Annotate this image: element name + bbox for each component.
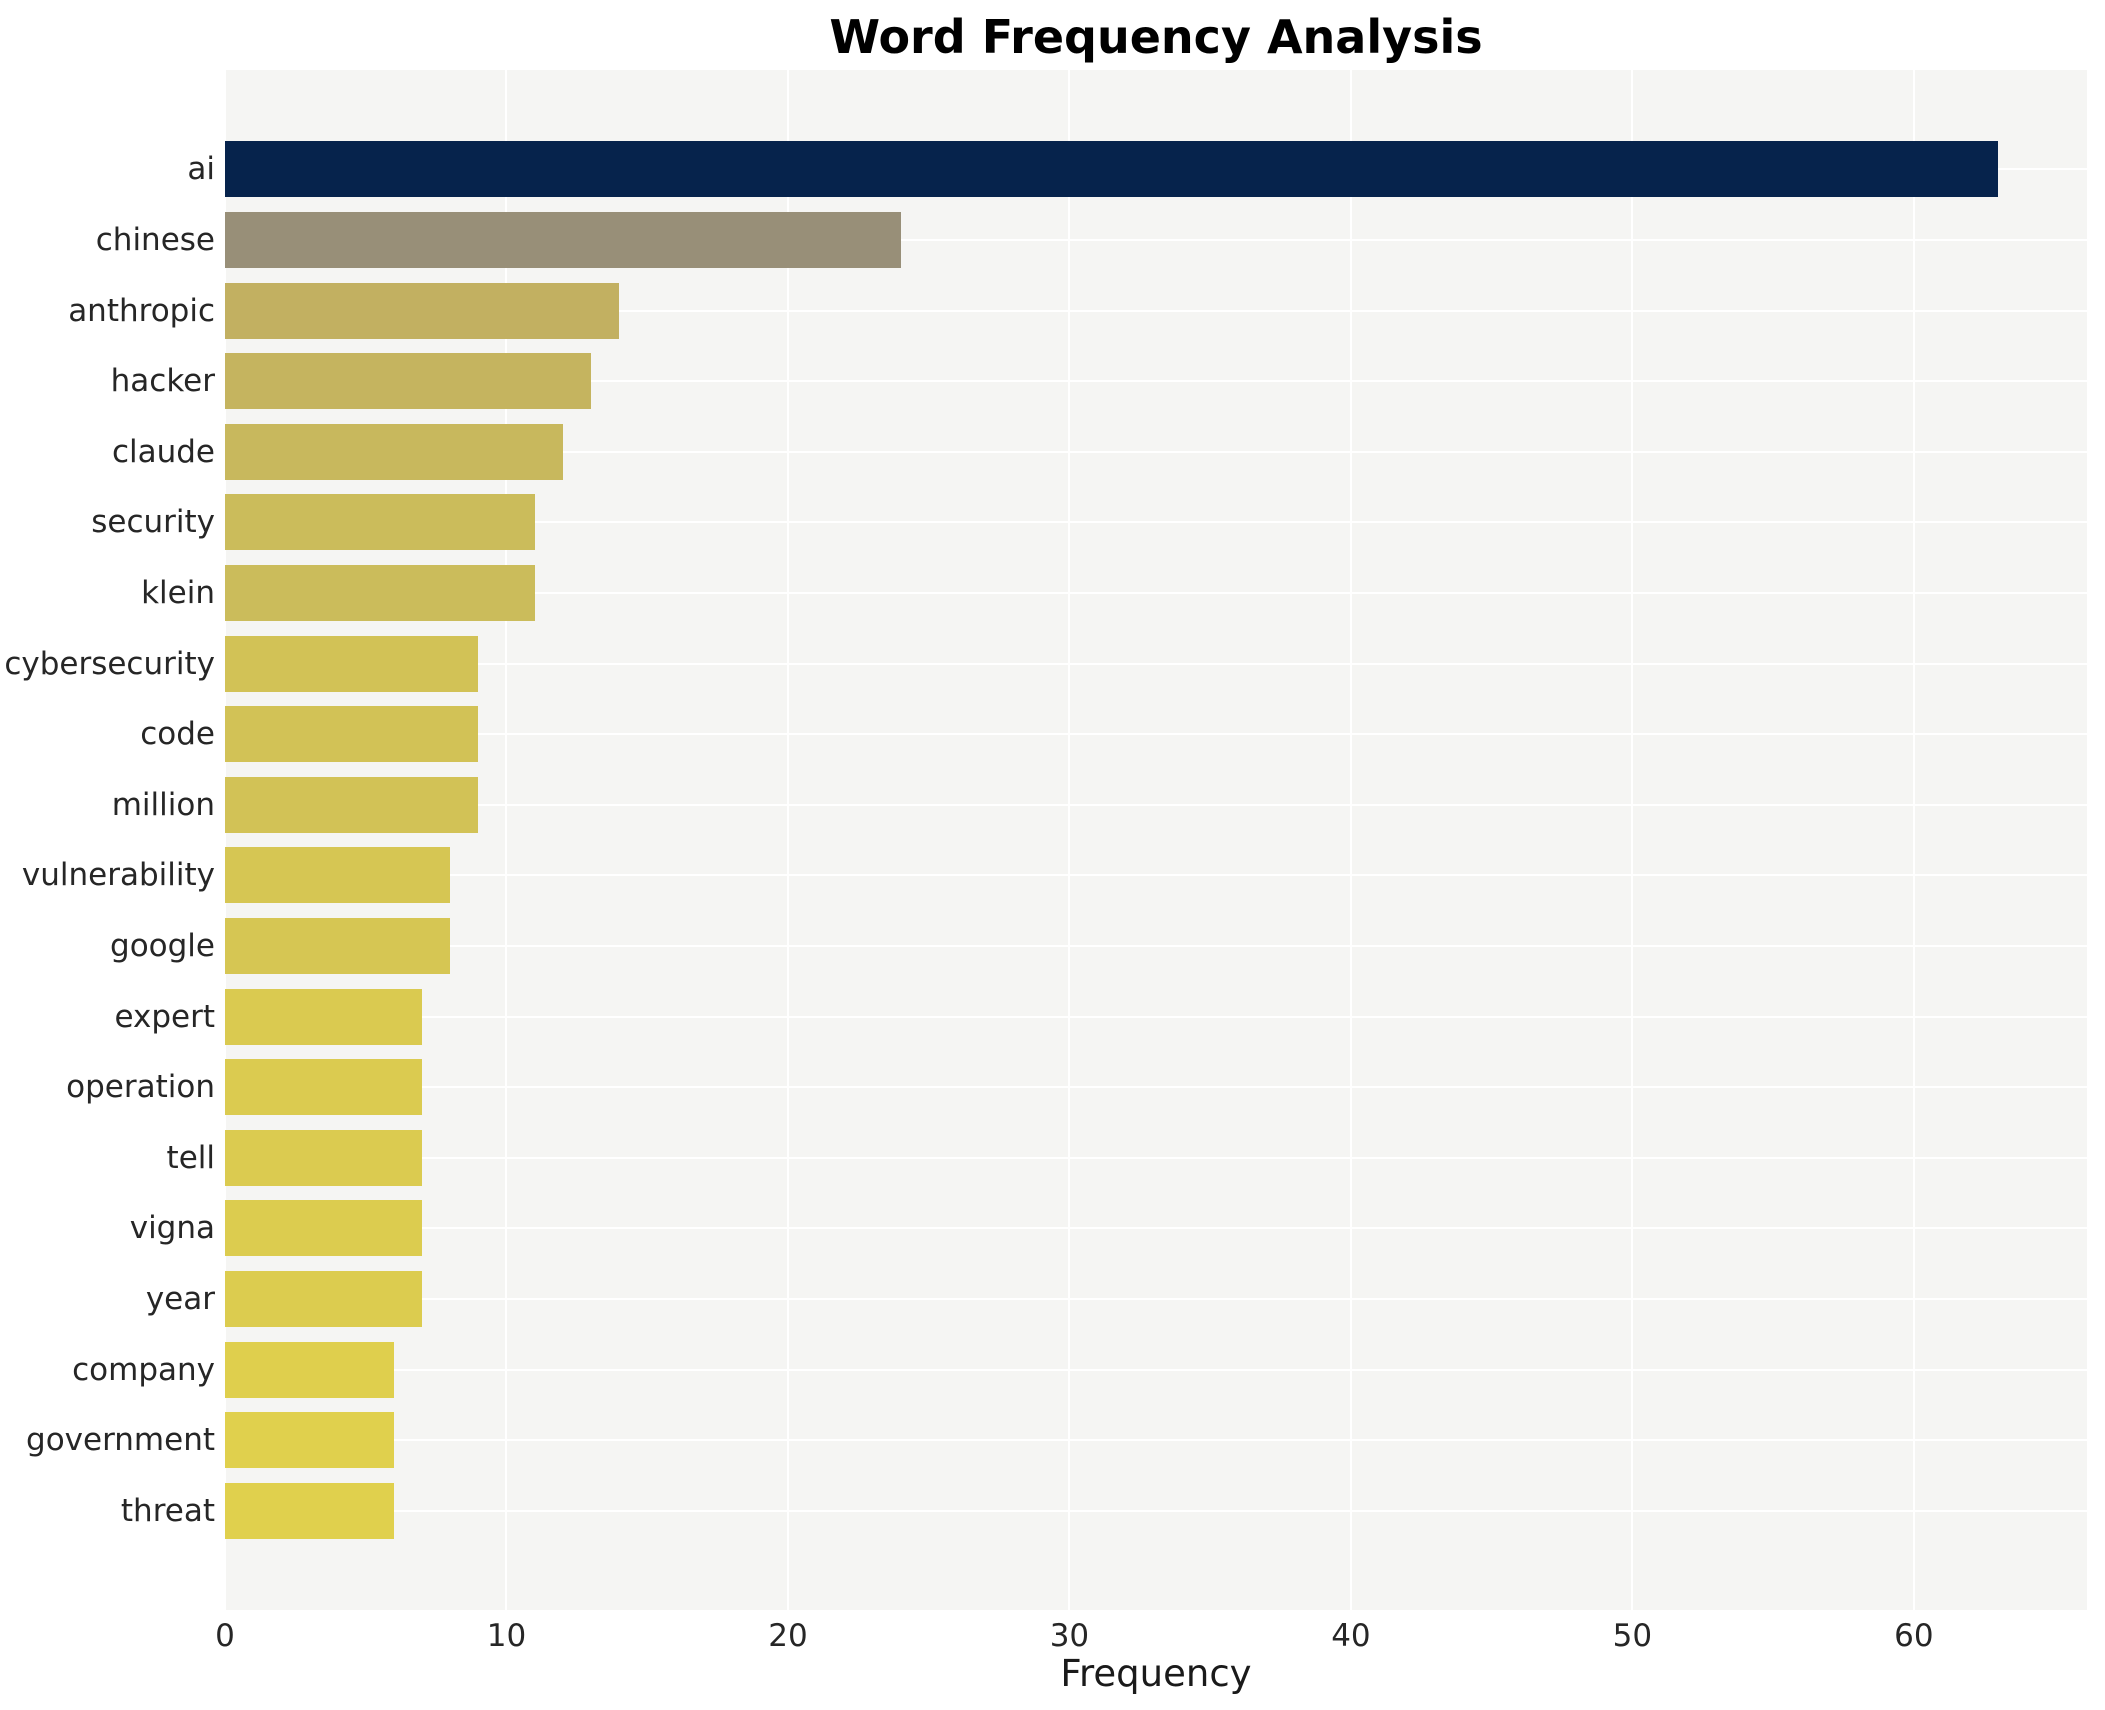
bar-code [225, 706, 479, 763]
y-tick-label-google: google [110, 927, 215, 964]
vertical-gridline [1349, 70, 1352, 1610]
horizontal-gridline [225, 1297, 2087, 1300]
horizontal-gridline [225, 803, 2087, 806]
bar-anthropic [225, 282, 620, 339]
bar-year [225, 1270, 423, 1327]
y-tick-label-million: million [111, 786, 215, 823]
y-tick-label-company: company [72, 1351, 215, 1388]
vertical-gridline [1631, 70, 1634, 1610]
x-tick-label: 10 [486, 1618, 527, 1654]
bar-klein [225, 564, 535, 621]
y-tick-label-year: year [145, 1280, 215, 1317]
vertical-gridline [505, 70, 508, 1610]
bar-expert [225, 988, 423, 1045]
y-tick-label-anthropic: anthropic [68, 292, 215, 329]
bar-million [225, 776, 479, 833]
bar-threat [225, 1482, 394, 1539]
x-tick-label: 50 [1612, 1618, 1653, 1654]
horizontal-gridline [225, 1509, 2087, 1512]
y-tick-label-security: security [91, 504, 215, 541]
x-tick-label: 0 [215, 1618, 235, 1654]
horizontal-gridline [225, 1368, 2087, 1371]
bar-government [225, 1412, 394, 1469]
y-tick-label-expert: expert [114, 998, 215, 1035]
bar-google [225, 917, 451, 974]
y-tick-label-vigna: vigna [129, 1210, 215, 1247]
horizontal-gridline [225, 944, 2087, 947]
vertical-gridline [224, 70, 226, 1610]
y-tick-label-threat: threat [120, 1492, 215, 1529]
chart-title: Word Frequency Analysis [829, 10, 1483, 64]
x-axis-label: Frequency [1060, 1652, 1252, 1695]
y-tick-label-cybersecurity: cybersecurity [4, 645, 215, 682]
y-tick-label-ai: ai [187, 151, 215, 188]
x-tick-label: 30 [1049, 1618, 1090, 1654]
bar-claude [225, 423, 563, 480]
x-tick-label: 60 [1894, 1618, 1934, 1654]
y-tick-label-operation: operation [66, 1069, 215, 1106]
y-tick-label-tell: tell [166, 1139, 215, 1176]
horizontal-gridline [225, 591, 2087, 594]
y-tick-label-code: code [140, 716, 215, 753]
y-tick-label-hacker: hacker [110, 363, 215, 400]
vertical-gridline [786, 70, 789, 1610]
bar-chinese [225, 211, 901, 268]
y-tick-label-claude: claude [111, 433, 215, 470]
bar-ai [225, 141, 1999, 198]
plot-area [224, 70, 2087, 1610]
horizontal-gridline [225, 309, 2087, 312]
horizontal-gridline [225, 521, 2087, 524]
y-tick-label-chinese: chinese [95, 221, 215, 258]
horizontal-gridline [225, 238, 2087, 241]
bar-company [225, 1341, 394, 1398]
bar-tell [225, 1129, 423, 1186]
bar-vulnerability [225, 847, 451, 904]
y-axis-labels: ai chinese anthropic hacker claude security kl… [0, 70, 215, 1610]
horizontal-gridline [225, 874, 2087, 877]
bar-cybersecurity [225, 635, 479, 692]
vertical-gridline [1912, 70, 1915, 1610]
vertical-gridline [1068, 70, 1071, 1610]
horizontal-gridline [225, 380, 2087, 383]
y-tick-label-government: government [26, 1422, 215, 1459]
horizontal-gridline [225, 733, 2087, 736]
x-tick-label: 20 [768, 1618, 808, 1654]
x-tick-label: 40 [1331, 1618, 1371, 1654]
horizontal-gridline [225, 1227, 2087, 1230]
horizontal-gridline [225, 450, 2087, 453]
horizontal-gridline [225, 662, 2087, 665]
x-axis-ticks: 0 10 20 30 40 50 60 [215, 1610, 2087, 1656]
bar-security [225, 494, 535, 551]
y-tick-label-klein: klein [141, 574, 215, 611]
bar-vigna [225, 1200, 423, 1257]
horizontal-gridline [225, 1015, 2087, 1018]
horizontal-gridline [225, 1439, 2087, 1442]
bar-operation [225, 1059, 423, 1116]
horizontal-gridline [225, 1156, 2087, 1159]
y-tick-label-vulnerability: vulnerability [21, 857, 215, 894]
bar-hacker [225, 353, 591, 410]
horizontal-gridline [225, 1086, 2087, 1089]
